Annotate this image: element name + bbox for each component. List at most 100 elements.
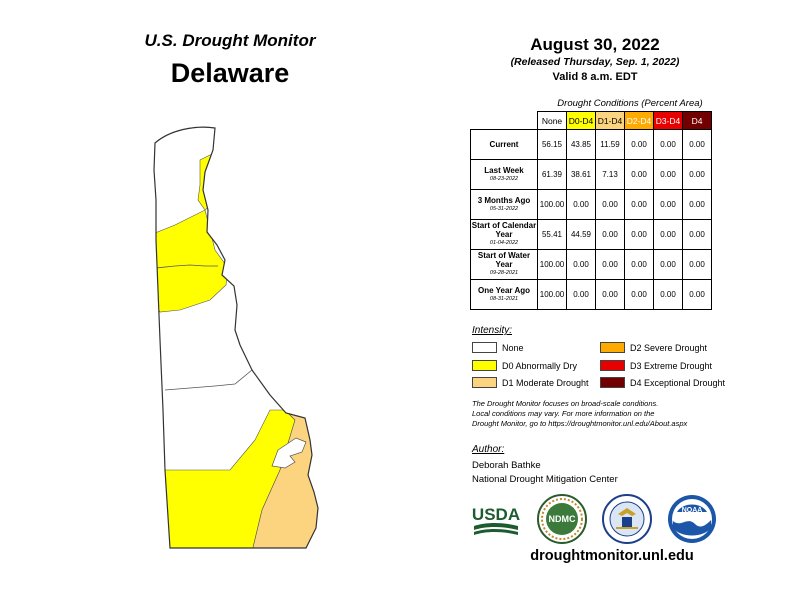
county-line-north	[155, 264, 218, 269]
state-name: Delaware	[170, 58, 290, 88]
ndmc-logo-text: NDMC	[549, 514, 576, 524]
legend-swatch	[600, 342, 625, 353]
legend-label: D4 Exceptional Drought	[630, 377, 726, 388]
website-link[interactable]: droughtmonitor.unl.edu	[530, 548, 694, 564]
legend-item-none: None	[472, 342, 524, 353]
table-cell: 38.61	[566, 159, 596, 190]
row-label: Last Week 08-23-2022	[470, 159, 538, 190]
release-date: (Released Thursday, Sep. 1, 2022)	[510, 56, 680, 68]
table-header-row: None D0-D4 D1-D4 D2-D4 D3-D4 D4	[470, 111, 712, 130]
table-row: Start of Water Year 09-28-2021 100.00 0.0…	[470, 249, 712, 280]
table-cell: 100.00	[537, 189, 567, 220]
legend-label: D0 Abnormally Dry	[502, 360, 578, 371]
table-cell: 0.00	[566, 249, 596, 280]
row-label: Current	[470, 129, 538, 160]
row-label-date: 08-31-2021	[489, 295, 519, 302]
ndmc-logo: NDMC	[537, 494, 587, 544]
row-label-date: 08-23-2022	[489, 175, 519, 182]
table-cell: 100.00	[537, 249, 567, 280]
table-cell: 0.00	[653, 249, 683, 280]
legend-swatch	[472, 342, 497, 353]
legend-label: D2 Severe Drought	[630, 342, 708, 353]
table-cell: 55.41	[537, 219, 567, 250]
inland-bay	[271, 437, 307, 469]
legend-label: D1 Moderate Drought	[502, 377, 589, 388]
table-row: 3 Months Ago 05-31-2022 100.00 0.00 0.00 …	[470, 189, 712, 220]
table-cell: 0.00	[653, 129, 683, 160]
legend-item-d1: D1 Moderate Drought	[472, 377, 589, 388]
delaware-outline	[153, 126, 319, 549]
table-cell: 7.13	[595, 159, 625, 190]
legend-title: Intensity:	[472, 325, 513, 336]
commerce-seal-logo	[602, 494, 652, 544]
legend-label: D3 Extreme Drought	[630, 360, 713, 371]
table-cell: 0.00	[653, 189, 683, 220]
author-name: Deborah Bathke	[472, 460, 541, 471]
table-cell: 0.00	[682, 189, 712, 220]
county-line-south	[164, 369, 253, 391]
col-header-d4: D4	[682, 111, 712, 130]
table-row: Current 56.15 43.85 11.59 0.00 0.00 0.00	[470, 129, 712, 160]
table-cell: 43.85	[566, 129, 596, 160]
table-cell: 0.00	[624, 219, 654, 250]
usda-logo: USDA	[472, 505, 520, 535]
table-cell: 0.00	[624, 159, 654, 190]
table-cell: 0.00	[624, 279, 654, 310]
row-label-text: Last Week	[484, 165, 524, 175]
row-label-text: One Year Ago	[477, 285, 531, 295]
noaa-logo: NOAA	[668, 495, 716, 543]
note-line: Local conditions may vary. For more info…	[472, 409, 655, 418]
table-cell: 0.00	[682, 249, 712, 280]
row-label: Start of Water Year 09-28-2021	[470, 249, 538, 280]
table-cell: 0.00	[682, 129, 712, 160]
disclaimer-note: The Drought Monitor focuses on broad-sca…	[472, 399, 772, 429]
row-label-text: Start of Water Year	[477, 251, 531, 269]
usda-logo-text: USDA	[472, 505, 520, 524]
table-cell: 0.00	[595, 279, 625, 310]
legend-item-d4: D4 Exceptional Drought	[600, 377, 725, 388]
legend-label: None	[502, 342, 524, 353]
table-row: Last Week 08-23-2022 61.39 38.61 7.13 0.0…	[470, 159, 712, 190]
table-cell: 0.00	[653, 219, 683, 250]
legend-swatch	[472, 360, 497, 371]
col-header-d2-d4: D2-D4	[624, 111, 654, 130]
table-cell: 0.00	[566, 279, 596, 310]
map-date: August 30, 2022	[530, 35, 660, 54]
drought-conditions-table: None D0-D4 D1-D4 D2-D4 D3-D4 D4 Current …	[470, 111, 712, 310]
legend-swatch	[600, 377, 625, 388]
row-label-date: 05-31-2022	[489, 205, 519, 212]
col-header-d3-d4: D3-D4	[653, 111, 683, 130]
table-caption: Drought Conditions (Percent Area)	[557, 98, 703, 109]
author-label: Author:	[472, 444, 505, 455]
table-cell: 0.00	[653, 159, 683, 190]
noaa-logo-text: NOAA	[682, 507, 703, 514]
legend-item-d3: D3 Extreme Drought	[600, 360, 712, 371]
valid-time: Valid 8 a.m. EDT	[552, 71, 638, 83]
table-cell: 0.00	[595, 249, 625, 280]
row-label-text: Current	[489, 140, 519, 149]
table-cell: 0.00	[624, 129, 654, 160]
table-cell: 0.00	[595, 189, 625, 220]
table-cell: 0.00	[624, 249, 654, 280]
map-title: U.S. Drought Monitor	[144, 31, 316, 50]
table-cell: 11.59	[595, 129, 625, 160]
row-label: One Year Ago 08-31-2021	[470, 279, 538, 310]
table-cell: 0.00	[682, 159, 712, 190]
note-line: Drought Monitor, go to https://droughtmo…	[472, 419, 688, 428]
row-label-date: 01-04-2022	[489, 240, 519, 246]
row-label: Start of Calendar Year 01-04-2022	[470, 219, 538, 250]
table-cell: 44.59	[566, 219, 596, 250]
table-cell: 0.00	[566, 189, 596, 220]
table-corner	[470, 111, 538, 130]
table-cell: 0.00	[624, 189, 654, 220]
col-header-none: None	[537, 111, 567, 130]
row-label-date: 09-28-2021	[489, 270, 519, 276]
table-cell: 0.00	[682, 279, 712, 310]
legend-swatch	[472, 377, 497, 388]
table-cell: 61.39	[537, 159, 567, 190]
note-line: The Drought Monitor focuses on broad-sca…	[472, 399, 659, 408]
row-label-text: Start of Calendar Year	[471, 221, 537, 239]
legend-item-d0: D0 Abnormally Dry	[472, 360, 577, 371]
delaware-drought-map	[153, 126, 319, 549]
table-cell: 100.00	[537, 279, 567, 310]
